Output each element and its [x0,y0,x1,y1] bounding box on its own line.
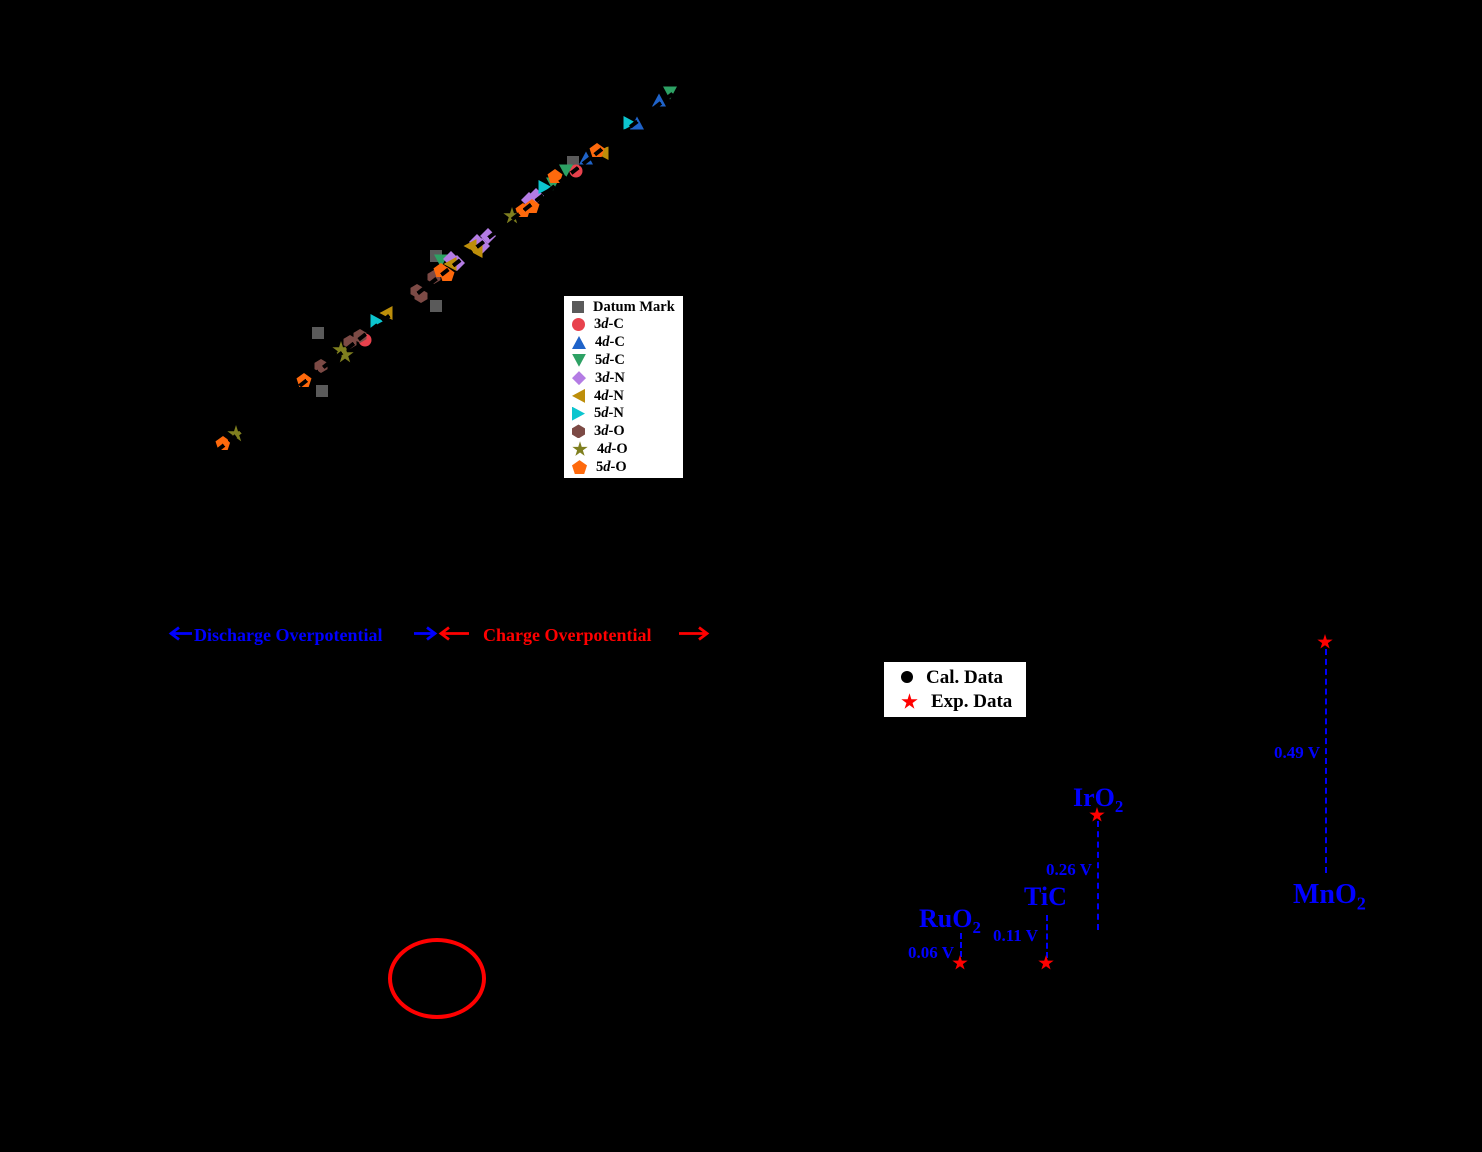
legend-item-label: 4d-O [597,441,628,458]
right-arrow-icon [679,626,710,641]
triangle-up-marker-icon [572,335,586,349]
left-arrow-icon [438,626,469,641]
legend-item-label: Cal. Data [926,666,1004,688]
highlight-ellipse [388,938,486,1019]
scatter-point-datum [430,300,442,312]
scatter-points [0,0,741,576]
legend-item-label: 3d-O [594,423,625,440]
discharge-overpotential-label: Discharge Overpotential [194,625,383,645]
scatter-point-datum [312,327,324,339]
star-marker-icon [572,441,588,456]
legend-item: Cal. Data [901,666,1026,688]
exp-data-point [1038,955,1054,970]
scatter-legend: Datum Mark 3d-C 4d-C 5d-C 3d-N 4d-N 5d-N 3d-O 4d… [563,295,684,479]
voltage-legend: Cal. Data Exp. Data [884,662,1026,717]
scatter-panel: Datum Mark 3d-C 4d-C 5d-C 3d-N 4d-N 5d-N 3d-O 4d… [0,0,741,576]
legend-item: 3d-C [572,316,683,333]
legend-item: 5d-O [572,459,683,476]
voltage-gap-label: 0.11 V [993,926,1039,945]
legend-item-label: 3d-N [595,369,625,386]
cal-exp-dashed-line [1046,915,1048,958]
hexagon-marker-icon [572,424,585,439]
legend-item: 5d-C [572,352,683,369]
material-label: TiC [1024,882,1067,911]
right-arrow-icon [414,626,438,641]
exp-data-point [952,955,968,970]
cal-exp-dashed-line [1325,649,1327,873]
square-marker-icon [572,300,584,313]
legend-item: 3d-O [572,423,683,440]
legend-item-label: 5d-O [596,458,627,475]
voltage-gap-label: 0.26 V [1046,860,1092,879]
circle-marker-icon [572,318,585,332]
legend-item-label: Exp. Data [931,691,1013,713]
material-label: IrO2 [1073,783,1124,817]
left-arrow-icon [168,626,192,641]
cal-exp-dashed-line [1097,821,1099,930]
material-label: MnO2 [1293,879,1366,914]
legend-item-label: 3d-C [594,316,624,333]
legend-item: 4d-C [572,334,683,351]
voltage-panel: Cal. Data Exp. Data RuO2 0.06 V TiC 0.11 V Ir… [741,576,1482,1152]
triangle-right-marker-icon [572,406,585,421]
legend-item: 4d-N [572,387,683,404]
legend-item-label: 4d-C [595,334,625,351]
legend-item: 4d-O [572,441,683,458]
voltage-gap-label: 0.06 V [908,943,954,962]
legend-item-label: Datum Mark [593,298,675,315]
cal-exp-dashed-line [960,933,962,957]
scatter-point-datum [316,385,328,397]
legend-item-label: 5d-C [595,352,625,369]
legend-item: Exp. Data [901,691,1026,713]
triangle-down-marker-icon [572,353,586,367]
pentagon-marker-icon [572,460,587,475]
star-marker-icon [901,693,918,709]
circle-marker-icon [901,671,913,684]
exp-data-point [1317,634,1333,649]
legend-item-label: 5d-N [594,405,624,422]
voltage-gap-label: 0.49 V [1274,743,1320,762]
diamond-marker-icon [572,371,586,386]
legend-item: 3d-N [572,370,683,387]
charge-overpotential-label: Charge Overpotential [483,625,652,645]
legend-item-label: 4d-N [594,387,624,404]
legend-item: Datum Mark [572,298,683,315]
triangle-left-marker-icon [572,388,585,403]
legend-item: 5d-N [572,405,683,422]
material-label: RuO2 [919,904,981,938]
